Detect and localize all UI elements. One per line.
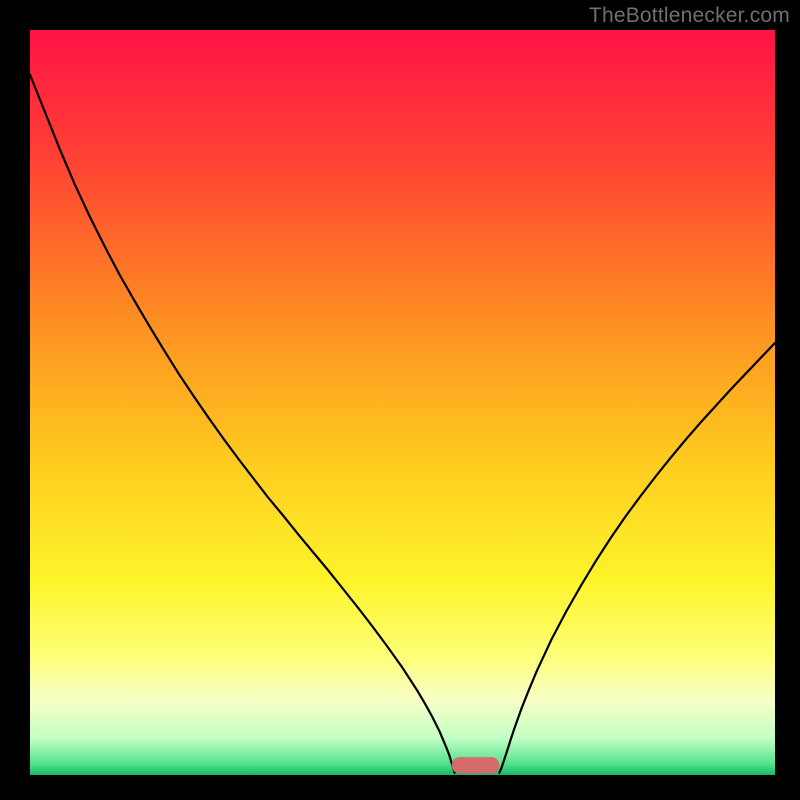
chart-stage: TheBottlenecker.com bbox=[0, 0, 800, 800]
minimum-marker bbox=[452, 757, 500, 773]
plot-background bbox=[30, 30, 775, 775]
bottleneck-curve-chart bbox=[0, 0, 800, 800]
